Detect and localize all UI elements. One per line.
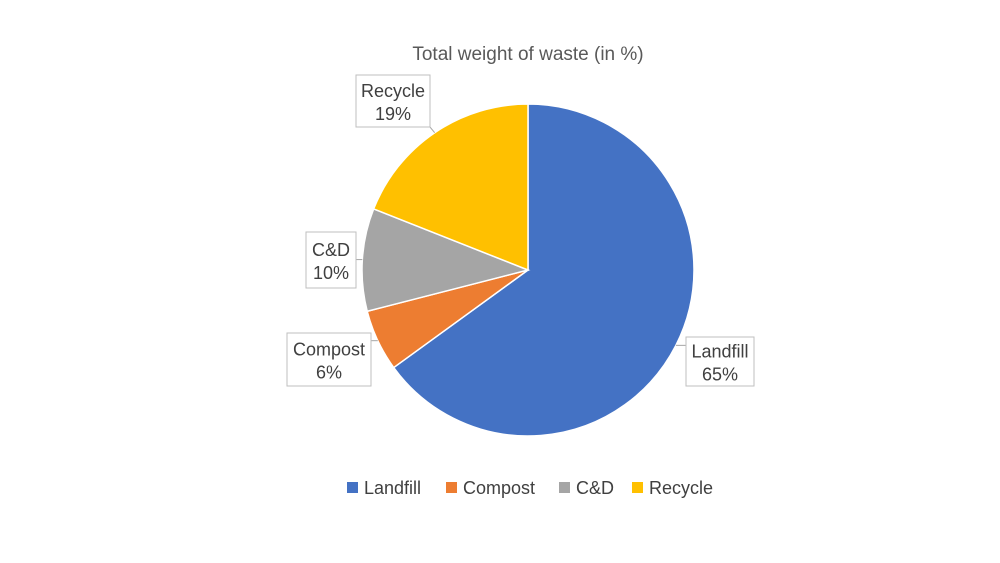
legend-item-compost: Compost [446,478,535,498]
leader-lines [356,126,686,346]
legend: Landfill Compost C&D Recycle [347,478,713,498]
legend-swatch [559,482,570,493]
data-label-box [685,336,755,387]
data-label-recycle: Recycle 19% [355,74,431,128]
chart-title: Total weight of waste (in %) [412,44,643,65]
legend-item-recycle: Recycle [632,478,713,498]
data-label-category: C&D [312,240,350,260]
data-label-category: Compost [293,340,365,360]
legend-label: Landfill [364,478,421,498]
legend-label: C&D [576,478,614,498]
legend-label: Compost [463,478,535,498]
data-label-category: Landfill [691,342,748,362]
slice-landfill [392,103,695,437]
leader-line-recycle [429,126,436,134]
data-label-box [305,231,357,289]
data-label-value: 6% [316,363,342,383]
data-labels: Landfill 65% Compost 6% C&D 10% Recycle 19% [286,74,755,387]
data-label-value: 19% [375,104,411,124]
legend-swatch [632,482,643,493]
legend-label: Recycle [649,478,713,498]
legend-item-cd: C&D [559,478,614,498]
data-label-box [355,74,431,128]
legend-item-landfill: Landfill [347,478,421,498]
slice-cd [361,207,531,313]
data-label-landfill: Landfill 65% [685,336,755,387]
data-label-compost: Compost 6% [286,332,372,387]
data-label-value: 10% [313,263,349,283]
pie-slices [361,103,695,437]
data-label-cd: C&D 10% [305,231,357,289]
slice-recycle [372,103,529,272]
data-label-box [286,332,372,387]
data-label-value: 65% [702,365,738,385]
legend-swatch [347,482,358,493]
legend-swatch [446,482,457,493]
data-label-category: Recycle [361,81,425,101]
